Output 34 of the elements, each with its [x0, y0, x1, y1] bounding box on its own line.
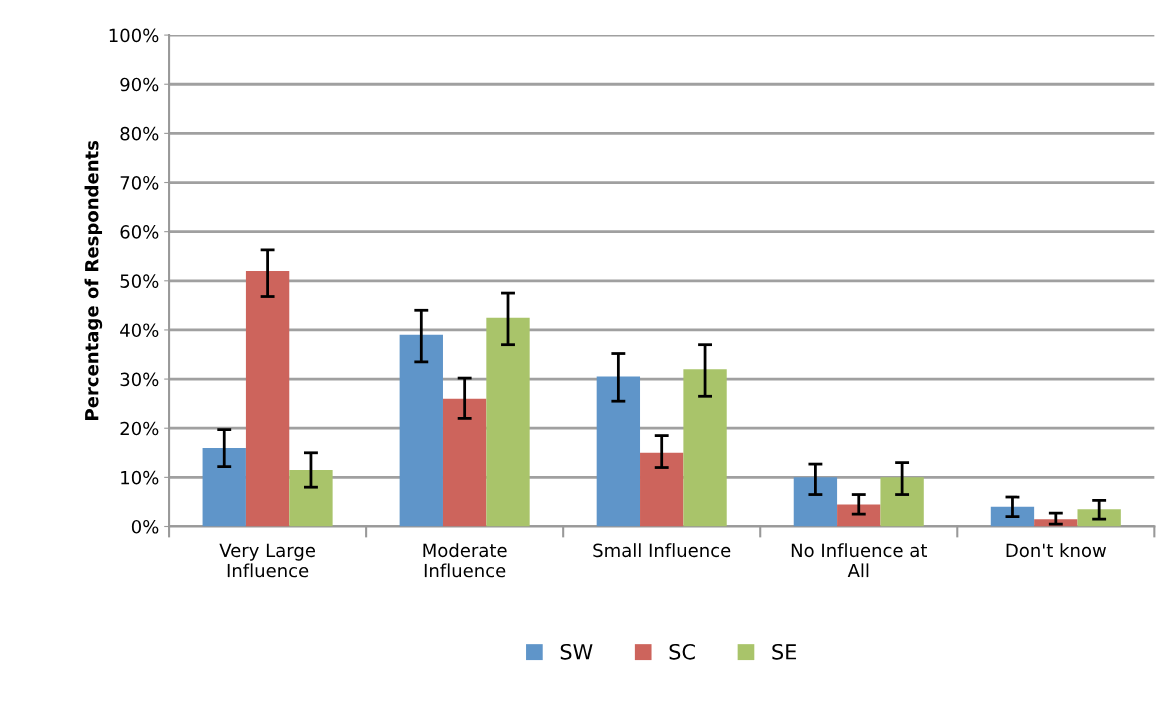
bar	[837, 504, 881, 527]
x-tick-label: Very Large Influence	[219, 543, 315, 578]
bar	[793, 477, 838, 527]
y-tick-label: 60%	[120, 225, 159, 239]
y-tick-label: 100%	[109, 28, 159, 43]
x-tick-label: No Influence at All	[791, 543, 927, 578]
y-tick-label: 90%	[120, 77, 159, 92]
x-tick-label: Don't know	[1006, 543, 1106, 558]
x-tick-label: Small Influence	[593, 543, 731, 558]
y-tick-label: 20%	[120, 421, 159, 436]
y-tick-label: 70%	[120, 175, 159, 190]
y-tick-label: 30%	[120, 372, 159, 387]
bar	[289, 469, 333, 527]
y-axis-title: Percentage of Respondents	[84, 140, 103, 420]
bar	[990, 506, 1035, 527]
bar	[880, 477, 924, 527]
bar	[245, 270, 290, 527]
y-tick-label: 40%	[120, 323, 159, 338]
bar	[596, 376, 641, 527]
x-tick-label: Moderate Influence	[423, 543, 507, 578]
bar	[1077, 509, 1121, 527]
y-tick-label: 80%	[120, 126, 159, 141]
bar	[683, 369, 727, 527]
bar	[486, 317, 530, 527]
bar	[202, 447, 246, 527]
y-tick-label: 10%	[121, 470, 159, 485]
bar	[399, 334, 443, 527]
legend-label: SW	[560, 643, 593, 660]
bar	[442, 398, 487, 527]
legend-label: SC	[669, 643, 695, 660]
y-tick-label: 0%	[131, 519, 159, 534]
legend-label: SE	[772, 643, 797, 660]
bar	[640, 452, 684, 527]
y-tick-label: 50%	[120, 274, 159, 288]
